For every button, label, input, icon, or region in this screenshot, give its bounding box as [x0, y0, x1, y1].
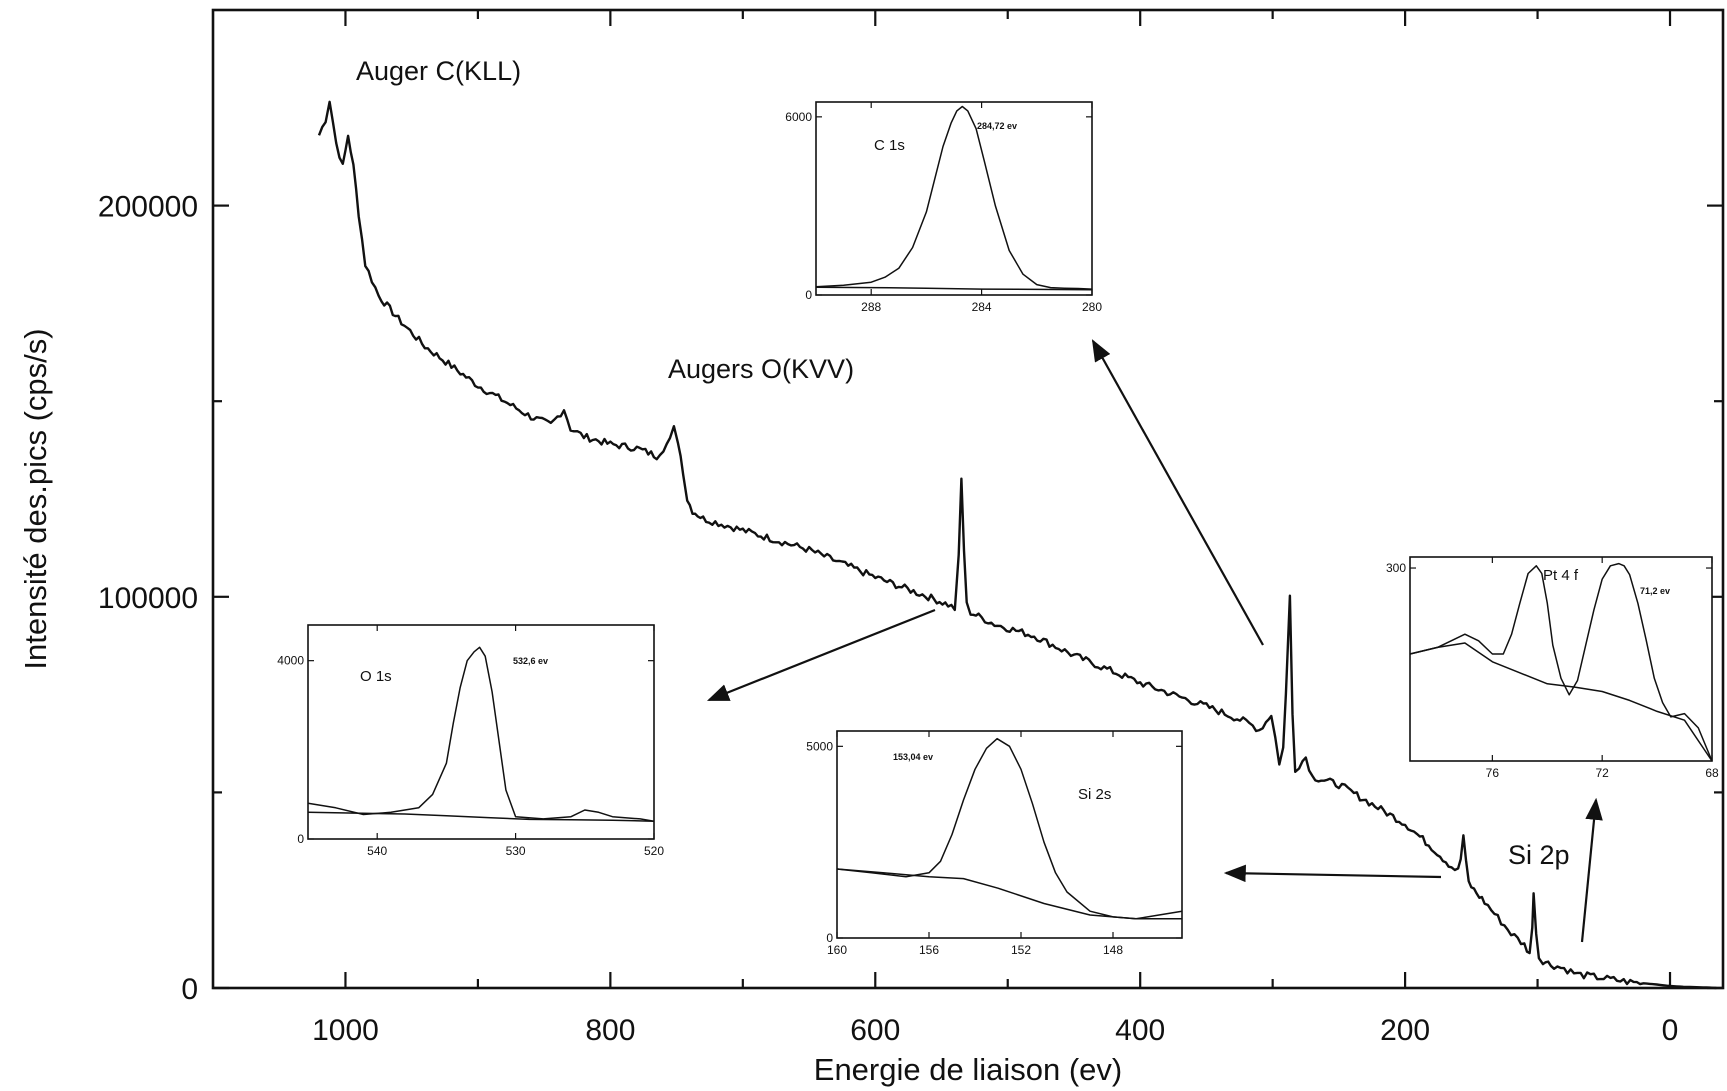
x-tick-label: 1000	[312, 1014, 379, 1047]
plot-frame	[211, 8, 1725, 990]
inset-pt4f-background	[1409, 642, 1713, 762]
inset-pt4f-label: Pt 4 f	[1543, 567, 1579, 584]
inset-si2s-background	[836, 868, 1182, 920]
main-tick-labels: 1000 800 600 400 200 0 0 100000 200000	[98, 191, 1678, 1047]
inset-pt4f-peak-label: 71,2 ev	[1640, 586, 1670, 596]
x-tick-label: 800	[585, 1014, 635, 1047]
inset-pt4f-frame	[1409, 556, 1713, 762]
inset-o1s-background	[307, 811, 655, 822]
inset-y-tick-label: 4000	[277, 654, 304, 668]
inset-o1s-label: O 1s	[360, 668, 392, 685]
x-tick-label: 400	[1115, 1014, 1165, 1047]
inset-pt4f: 76 72 68 300 Pt 4 f 71,2 ev	[1386, 556, 1719, 780]
y-axis-title: Intensité des.pics (cps/s)	[18, 328, 53, 669]
inset-si2s-peak-label: 153,04 ev	[893, 752, 933, 762]
arrow-to-si2s-inset	[1223, 864, 1442, 883]
inset-si2s: 160 156 152 148 0 5000 Si 2s 153,04 ev	[806, 730, 1183, 957]
inset-y-tick-label: 0	[297, 832, 304, 846]
inset-x-tick-label: 68	[1705, 766, 1719, 780]
inset-x-tick-label: 288	[861, 300, 881, 314]
inset-x-tick-label: 280	[1082, 300, 1102, 314]
inset-y-tick-label: 5000	[806, 739, 833, 753]
inset-o1s-frame	[307, 624, 655, 840]
inset-x-tick-label: 284	[972, 300, 992, 314]
inset-c1s-envelope	[815, 105, 1093, 290]
inset-y-tick-label: 0	[805, 288, 812, 302]
main-axis-ticks	[213, 10, 1723, 990]
inset-c1s-frame	[815, 101, 1093, 296]
inset-x-tick-label: 72	[1596, 766, 1610, 780]
survey-spectrum-line	[317, 100, 1717, 990]
inset-c1s-peak-label: 284,72 ev	[977, 121, 1017, 131]
inset-c1s-background	[815, 286, 1093, 291]
inset-x-tick-label: 160	[827, 943, 847, 957]
inset-c1s-label: C 1s	[874, 137, 905, 154]
inset-o1s-peak-label: 532,6 ev	[513, 656, 548, 666]
inset-x-tick-label: 76	[1486, 766, 1500, 780]
inset-y-tick-label: 300	[1386, 561, 1406, 575]
annotation-augers-o-kvv: Augers O(KVV)	[668, 354, 854, 384]
inset-y-tick-label: 6000	[785, 110, 812, 124]
inset-si2s-label: Si 2s	[1078, 786, 1111, 803]
inset-x-tick-label: 520	[644, 844, 664, 858]
y-tick-label: 200000	[98, 191, 198, 224]
annotation-si-2p: Si 2p	[1508, 840, 1570, 870]
y-tick-label: 0	[181, 973, 198, 1006]
y-tick-label: 100000	[98, 582, 198, 615]
inset-x-tick-label: 152	[1011, 943, 1031, 957]
arrow-to-pt4f-inset	[1580, 797, 1603, 943]
inset-x-tick-label: 148	[1103, 943, 1123, 957]
x-tick-label: 600	[850, 1014, 900, 1047]
x-tick-label: 0	[1662, 1014, 1679, 1047]
x-axis-title: Energie de liaison (ev)	[814, 1052, 1122, 1087]
inset-x-tick-label: 530	[506, 844, 526, 858]
arrow-to-o1s-inset	[706, 608, 936, 702]
x-tick-label: 200	[1380, 1014, 1430, 1047]
inset-x-tick-label: 156	[919, 943, 939, 957]
annotation-auger-c-kll: Auger C(KLL)	[356, 56, 521, 86]
arrow-to-c1s-inset	[1091, 339, 1264, 646]
inset-si2s-envelope	[836, 737, 1183, 920]
inset-o1s: 540 530 520 0 4000 O 1s 532,6 ev	[277, 624, 664, 858]
inset-y-tick-label: 0	[826, 931, 833, 945]
inset-si2s-frame	[836, 730, 1183, 939]
inset-c1s: 288 284 280 0 6000 C 1s 284,72 ev	[785, 101, 1102, 314]
inset-x-tick-label: 540	[367, 844, 387, 858]
inset-o1s-envelope	[307, 646, 655, 822]
